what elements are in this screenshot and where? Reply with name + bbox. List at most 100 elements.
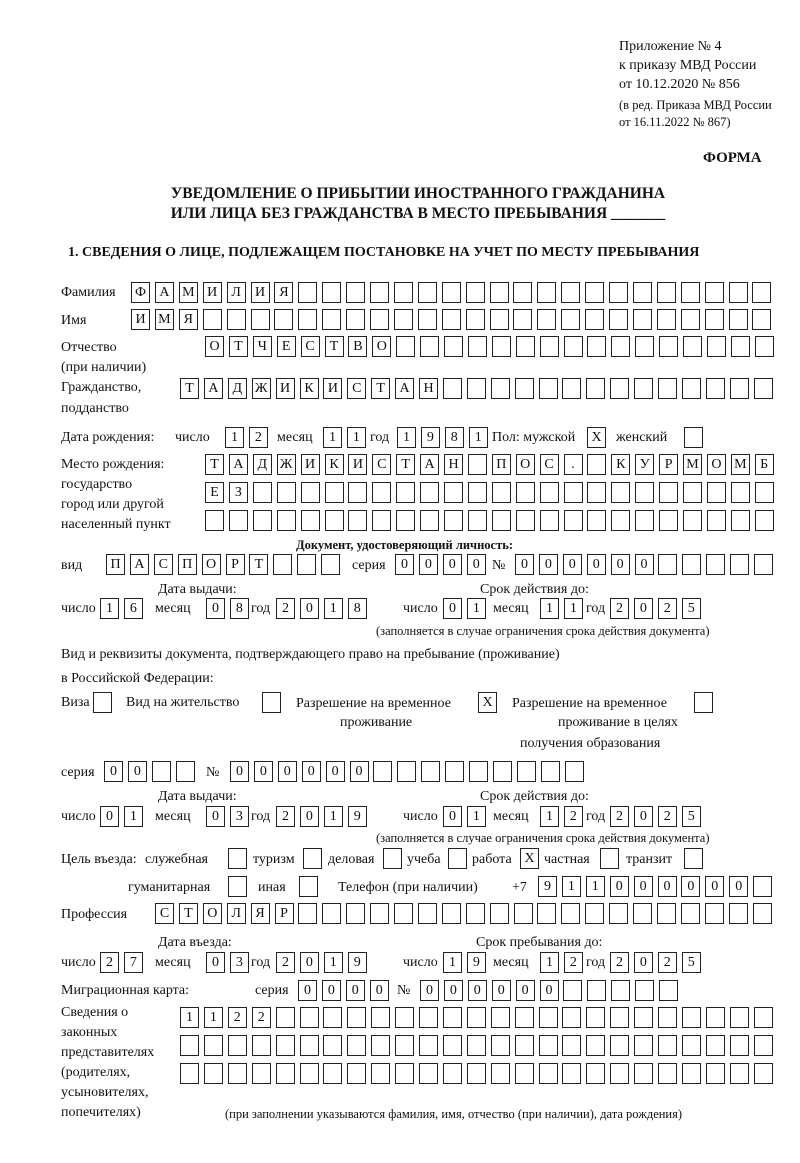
char-box[interactable]	[298, 903, 318, 924]
char-box[interactable]: И	[202, 282, 222, 303]
char-box[interactable]	[276, 510, 296, 531]
char-box[interactable]: 0	[562, 554, 582, 575]
char-box[interactable]	[275, 1063, 295, 1084]
char-box[interactable]	[348, 482, 368, 503]
char-box[interactable]: О	[205, 336, 224, 357]
char-box[interactable]	[609, 309, 628, 330]
char-box[interactable]	[251, 1063, 271, 1084]
char-box[interactable]: К	[299, 378, 319, 399]
char-box[interactable]	[396, 510, 416, 531]
char-box[interactable]: 2	[251, 1007, 271, 1028]
char-box[interactable]: 1	[468, 427, 488, 448]
char-box[interactable]	[706, 336, 726, 357]
char-box[interactable]: 8	[229, 598, 249, 619]
char-box[interactable]	[753, 378, 773, 399]
char-box[interactable]: 0	[729, 876, 749, 897]
char-box[interactable]	[419, 1007, 438, 1028]
char-box[interactable]: 1	[203, 1007, 223, 1028]
char-box[interactable]: 9	[420, 427, 440, 448]
char-box[interactable]	[417, 282, 437, 303]
char-box[interactable]	[753, 1007, 773, 1028]
char-box[interactable]: 9	[347, 952, 367, 973]
char-box[interactable]	[585, 903, 605, 924]
char-box[interactable]: С	[539, 454, 559, 475]
char-box[interactable]	[681, 378, 701, 399]
char-box[interactable]	[373, 761, 393, 782]
char-box[interactable]: 0	[443, 980, 463, 1001]
char-box[interactable]: 1	[561, 876, 581, 897]
char-box[interactable]: О	[515, 454, 535, 475]
char-box[interactable]	[465, 282, 485, 303]
char-box[interactable]	[262, 692, 281, 713]
char-box[interactable]: .	[563, 454, 583, 475]
char-box[interactable]	[442, 1063, 462, 1084]
char-box[interactable]	[202, 309, 222, 330]
char-box[interactable]: 1	[346, 427, 366, 448]
char-box[interactable]	[490, 378, 510, 399]
char-box[interactable]	[681, 1035, 701, 1056]
char-box[interactable]: И	[300, 454, 320, 475]
char-box[interactable]: Б	[754, 454, 774, 475]
char-box[interactable]	[587, 980, 607, 1001]
char-box[interactable]	[226, 309, 246, 330]
char-box[interactable]	[538, 378, 558, 399]
char-box[interactable]	[395, 1007, 415, 1028]
char-box[interactable]	[445, 761, 465, 782]
char-box[interactable]: Т	[228, 336, 248, 357]
char-box[interactable]: 1	[123, 806, 143, 827]
char-box[interactable]	[659, 336, 679, 357]
char-box[interactable]	[537, 282, 557, 303]
char-box[interactable]	[610, 1007, 630, 1028]
char-box[interactable]: 1	[100, 598, 119, 619]
char-box[interactable]: Е	[276, 336, 296, 357]
char-box[interactable]	[492, 761, 512, 782]
char-box[interactable]: 0	[634, 554, 654, 575]
char-box[interactable]	[203, 1035, 223, 1056]
char-box[interactable]	[490, 1007, 510, 1028]
char-box[interactable]: Д	[227, 378, 247, 399]
char-box[interactable]	[635, 482, 655, 503]
char-box[interactable]: М	[178, 282, 198, 303]
char-box[interactable]: 0	[633, 806, 653, 827]
char-box[interactable]	[753, 1035, 773, 1056]
char-box[interactable]	[489, 282, 509, 303]
char-box[interactable]	[562, 1063, 582, 1084]
char-box[interactable]	[397, 761, 417, 782]
char-box[interactable]	[441, 903, 461, 924]
char-box[interactable]	[610, 1035, 630, 1056]
char-box[interactable]	[323, 1035, 343, 1056]
char-box[interactable]	[704, 903, 724, 924]
char-box[interactable]	[539, 510, 559, 531]
char-box[interactable]	[322, 903, 342, 924]
char-box[interactable]	[322, 309, 342, 330]
char-box[interactable]	[658, 1063, 677, 1084]
char-box[interactable]	[275, 1007, 295, 1028]
char-box[interactable]	[417, 309, 437, 330]
char-box[interactable]	[227, 1035, 247, 1056]
edu-permit-checkbox[interactable]	[694, 692, 718, 714]
char-box[interactable]	[298, 282, 318, 303]
char-box[interactable]	[175, 761, 195, 782]
char-box[interactable]	[585, 282, 605, 303]
char-box[interactable]	[585, 309, 605, 330]
char-box[interactable]	[587, 454, 607, 475]
char-box[interactable]: А	[395, 378, 415, 399]
char-box[interactable]: И	[250, 282, 270, 303]
char-box[interactable]	[587, 482, 607, 503]
char-box[interactable]	[466, 378, 486, 399]
char-box[interactable]: 0	[467, 980, 487, 1001]
char-box[interactable]: Р	[659, 454, 679, 475]
char-box[interactable]: М	[154, 309, 174, 330]
char-box[interactable]	[563, 482, 583, 503]
char-box[interactable]	[600, 848, 619, 869]
char-box[interactable]: И	[131, 309, 150, 330]
char-box[interactable]: И	[275, 378, 295, 399]
char-box[interactable]: Т	[371, 378, 391, 399]
